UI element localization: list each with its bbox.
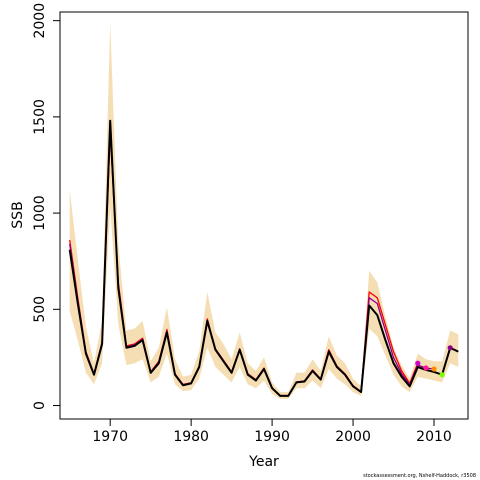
x-tick-label-2010: 2010 — [416, 429, 452, 445]
endpoint-marker-3 — [431, 366, 437, 372]
x-tick-label-1990: 1990 — [254, 429, 290, 445]
y-tick-label-2000: 2000 — [32, 3, 48, 39]
y-tick-label-1000: 1000 — [32, 195, 48, 231]
confidence-band-layer — [69, 22, 459, 399]
y-axis: 0 500 1000 1500 2000 — [32, 3, 60, 410]
endpoint-marker-1 — [415, 360, 421, 366]
y-tick-label-0: 0 — [32, 401, 48, 410]
x-tick-label-2000: 2000 — [335, 429, 371, 445]
endpoint-marker-2 — [423, 365, 429, 371]
x-axis-label: Year — [248, 454, 279, 470]
source-caption: stockassessment.org, Nshelf-Haddock, r35… — [363, 473, 476, 479]
x-tick-label-1980: 1980 — [173, 429, 209, 445]
confidence-band — [69, 22, 459, 399]
endpoint-layer — [415, 345, 453, 378]
series-layer — [68, 119, 459, 397]
plot-frame — [59, 11, 469, 420]
series-line-estimate — [68, 119, 459, 397]
endpoint-marker-5 — [447, 345, 453, 351]
series-line-retro-2 — [69, 125, 435, 397]
x-axis: 1970 1980 1990 2000 2010 — [92, 419, 452, 445]
y-tick-label-1500: 1500 — [32, 99, 48, 135]
y-axis-label: SSB — [10, 201, 26, 228]
x-tick-label-1970: 1970 — [92, 429, 128, 445]
y-tick-label-500: 500 — [32, 296, 48, 323]
endpoint-marker-4 — [439, 372, 445, 378]
